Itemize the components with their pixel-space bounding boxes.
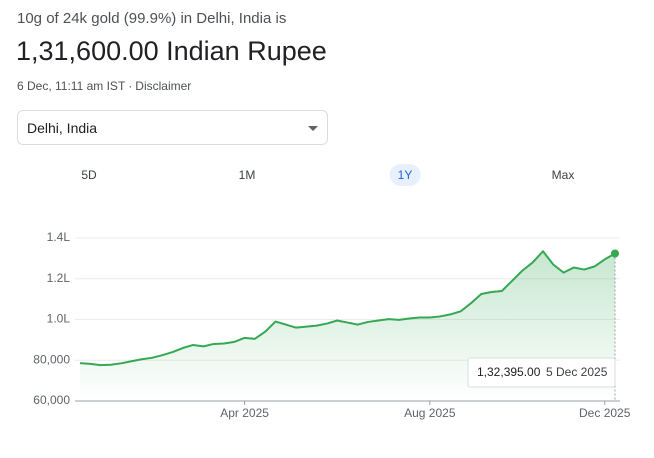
range-tab[interactable]: Max — [551, 168, 575, 182]
range-tab[interactable]: 1M — [238, 168, 256, 182]
y-tick-label: 60,000 — [33, 393, 70, 407]
x-tick-label: Aug 2025 — [404, 406, 456, 420]
disclaimer-link[interactable]: Disclaimer — [135, 79, 192, 93]
tooltip-box — [467, 357, 616, 388]
range-tab[interactable]: 5D — [81, 168, 97, 182]
price: 1,31,600.00 Indian Rupee — [16, 36, 327, 66]
y-tick-label: 80,000 — [33, 352, 70, 366]
price-line — [79, 250, 616, 367]
end-point — [611, 249, 619, 258]
subtitle: 10g of 24k gold (99.9%) in Delhi, India … — [17, 10, 287, 27]
dropdown-arrow — [308, 126, 318, 131]
tooltip-value: 1,32,395.00 — [477, 365, 541, 379]
meta: 6 Dec, 11:11 am IST · Disclaimer — [17, 79, 194, 93]
tooltip: 1,32,395.00 5 Dec 2025 — [467, 357, 616, 388]
separator: · — [128, 79, 133, 93]
y-tick-label: 1.0L — [47, 312, 71, 326]
tooltip-date: 5 Dec 2025 — [546, 365, 608, 379]
location-dropdown[interactable]: Delhi, India — [17, 110, 328, 145]
y-tick-label: 1.2L — [47, 271, 71, 285]
range-tab[interactable]: 1Y — [389, 164, 421, 186]
x-tick-label: Apr 2025 — [220, 406, 269, 420]
location-value: Delhi, India — [27, 120, 98, 136]
y-tick-label: 1.4L — [47, 230, 71, 244]
x-tick-label: Dec 2025 — [579, 406, 631, 420]
timestamp: 6 Dec, 11:11 am IST — [17, 79, 126, 93]
